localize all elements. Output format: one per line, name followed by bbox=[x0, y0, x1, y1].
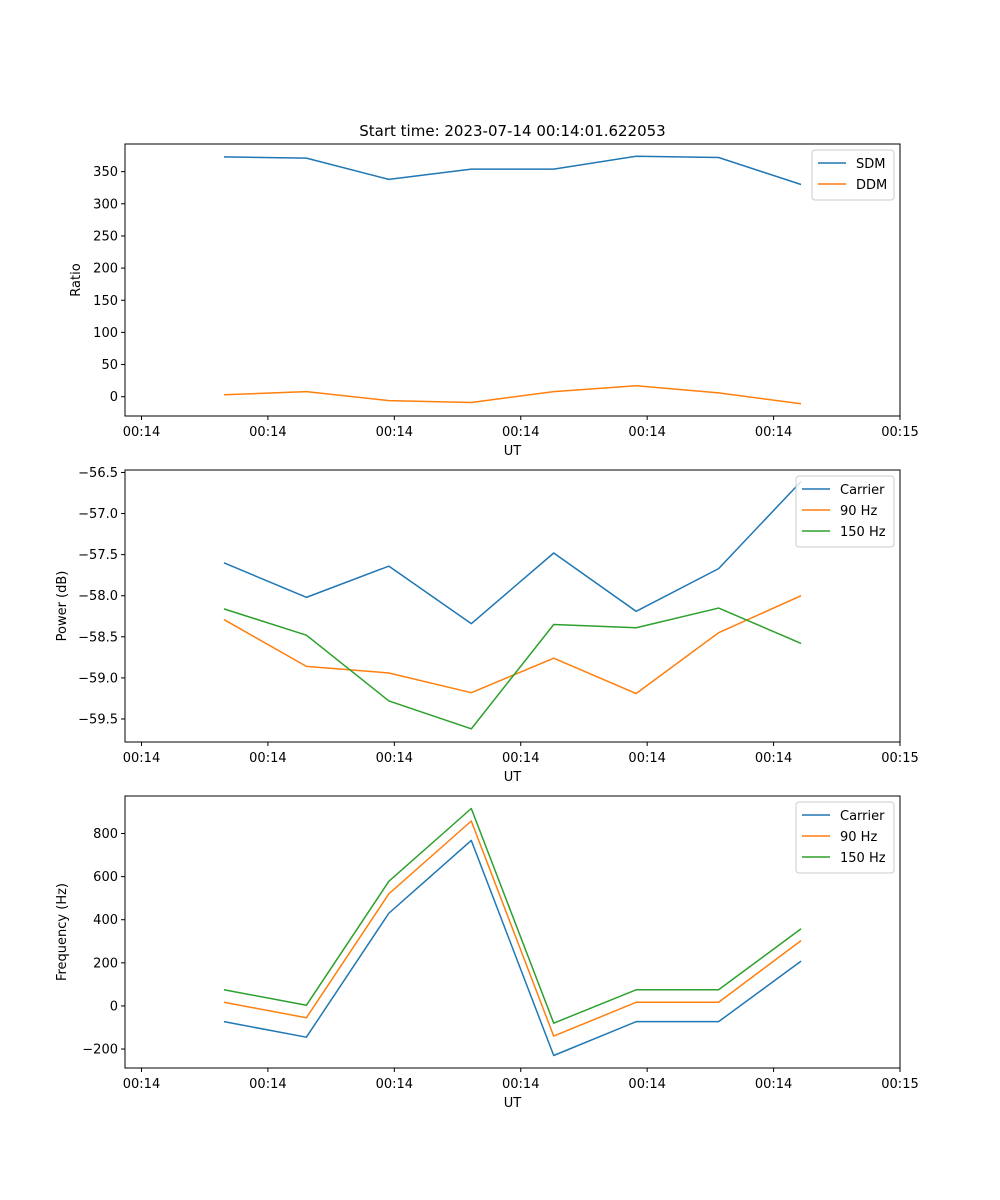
ratio-y-tick-label: 350 bbox=[93, 165, 118, 180]
power-legend-box bbox=[795, 475, 895, 548]
power-y-tick-label: −56.5 bbox=[78, 466, 118, 481]
ratio-y-tick-label: 50 bbox=[101, 358, 118, 373]
power-y-tick-label: −57.5 bbox=[78, 548, 118, 563]
power-x-tick-label: 00:14 bbox=[376, 751, 413, 766]
power-x-tick-label: 00:15 bbox=[881, 751, 918, 766]
ratio-x-tick-label: 00:14 bbox=[376, 425, 413, 440]
power-series-line-0 bbox=[223, 480, 802, 625]
figure-title: Start time: 2023-07-14 00:14:01.622053 bbox=[359, 122, 665, 140]
ratio-axes-frame bbox=[124, 143, 901, 417]
ratio-x-tick-label: 00:14 bbox=[502, 425, 539, 440]
frequency-y-tick-label: 800 bbox=[93, 827, 118, 842]
ratio-legend-label-1: DDM bbox=[856, 178, 887, 193]
power-y-tick-label: −57.0 bbox=[78, 507, 118, 522]
ratio-series-line-1 bbox=[223, 385, 802, 405]
ratio-legend-label-0: SDM bbox=[856, 157, 885, 172]
ratio-legend: SDM DDM bbox=[811, 149, 895, 201]
ratio-y-tick-label: 200 bbox=[93, 262, 118, 277]
power-legend-label-1: 90 Hz bbox=[840, 504, 877, 519]
ratio-panel: 00:14 00:14 00:14 00:14 00:14 00:14 00:15 0 50 10… bbox=[69, 143, 919, 459]
power-y-tick-label: −58.5 bbox=[78, 630, 118, 645]
power-y-tick-label: −59.5 bbox=[78, 712, 118, 727]
frequency-x-tick-label: 00:14 bbox=[755, 1077, 792, 1092]
power-x-tick-label: 00:14 bbox=[628, 751, 665, 766]
frequency-series-line-1 bbox=[223, 820, 802, 1037]
power-x-axis-label: UT bbox=[504, 770, 522, 785]
frequency-axes-frame bbox=[124, 795, 901, 1069]
frequency-legend-box bbox=[795, 801, 895, 874]
power-x-tick-label: 00:14 bbox=[755, 751, 792, 766]
power-series-line-1 bbox=[223, 595, 802, 695]
ratio-y-tick-label: 250 bbox=[93, 229, 118, 244]
frequency-x-tick-label: 00:14 bbox=[502, 1077, 539, 1092]
frequency-y-tick-label: −200 bbox=[82, 1043, 118, 1058]
power-panel: 00:14 00:14 00:14 00:14 00:14 00:14 00:15 −59.5… bbox=[55, 466, 919, 785]
ratio-x-tick-label: 00:15 bbox=[881, 425, 918, 440]
frequency-x-tick-label: 00:14 bbox=[376, 1077, 413, 1092]
frequency-y-tick-label: 600 bbox=[93, 870, 118, 885]
power-axes-frame bbox=[124, 469, 901, 743]
ratio-x-tick-label: 00:14 bbox=[123, 425, 160, 440]
power-legend-label-0: Carrier bbox=[840, 483, 885, 498]
power-x-tick-label: 00:14 bbox=[249, 751, 286, 766]
frequency-y-tick-label: 0 bbox=[110, 999, 118, 1014]
power-legend: Carrier 90 Hz 150 Hz bbox=[795, 475, 895, 548]
ratio-y-tick-label: 0 bbox=[110, 390, 118, 405]
frequency-legend-label-0: Carrier bbox=[840, 809, 885, 824]
frequency-legend: Carrier 90 Hz 150 Hz bbox=[795, 801, 895, 874]
power-y-tick-label: −58.0 bbox=[78, 589, 118, 604]
ratio-y-tick-label: 100 bbox=[93, 326, 118, 341]
frequency-x-tick-label: 00:14 bbox=[249, 1077, 286, 1092]
ratio-x-axis-label: UT bbox=[504, 444, 522, 459]
ratio-series-line-0 bbox=[223, 155, 802, 186]
frequency-y-tick-label: 400 bbox=[93, 913, 118, 928]
ratio-y-tick-label: 300 bbox=[93, 197, 118, 212]
frequency-y-tick-label: 200 bbox=[93, 956, 118, 971]
power-y-tick-label: −59.0 bbox=[78, 671, 118, 686]
power-series-line-2 bbox=[223, 607, 802, 730]
frequency-x-axis-label: UT bbox=[504, 1096, 522, 1111]
ratio-x-tick-label: 00:14 bbox=[755, 425, 792, 440]
frequency-x-tick-label: 00:14 bbox=[123, 1077, 160, 1092]
frequency-y-axis-label: Frequency (Hz) bbox=[55, 883, 70, 981]
frequency-x-tick-label: 00:14 bbox=[628, 1077, 665, 1092]
power-x-tick-label: 00:14 bbox=[502, 751, 539, 766]
frequency-series-line-2 bbox=[223, 807, 802, 1024]
frequency-series-line-0 bbox=[223, 839, 802, 1057]
power-x-tick-label: 00:14 bbox=[123, 751, 160, 766]
power-y-axis-label: Power (dB) bbox=[55, 571, 70, 642]
frequency-legend-label-2: 150 Hz bbox=[840, 851, 886, 866]
power-legend-label-2: 150 Hz bbox=[840, 525, 886, 540]
frequency-x-tick-label: 00:15 bbox=[881, 1077, 918, 1092]
frequency-panel: 00:14 00:14 00:14 00:14 00:14 00:14 00:15 −200 0… bbox=[55, 795, 919, 1111]
ratio-x-tick-label: 00:14 bbox=[249, 425, 286, 440]
ratio-y-axis-label: Ratio bbox=[69, 263, 84, 296]
frequency-legend-label-1: 90 Hz bbox=[840, 830, 877, 845]
ratio-y-tick-label: 150 bbox=[93, 294, 118, 309]
ratio-x-tick-label: 00:14 bbox=[628, 425, 665, 440]
